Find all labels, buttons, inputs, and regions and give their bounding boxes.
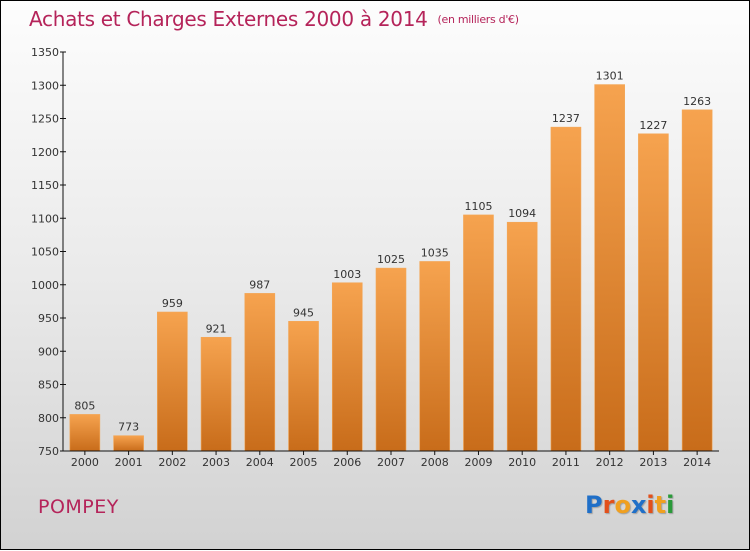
y-tick-label: 750 (38, 445, 59, 458)
logo-letter: o (614, 491, 631, 519)
value-label-2011: 1237 (552, 112, 580, 125)
logo-letter: i (646, 491, 655, 519)
value-label-2004: 987 (249, 278, 270, 291)
value-label-2001: 773 (118, 421, 139, 434)
value-label-2002: 959 (162, 297, 183, 310)
x-tick-label-2009: 2009 (464, 456, 492, 469)
x-tick-label-2005: 2005 (290, 456, 318, 469)
x-tick-label-2000: 2000 (71, 456, 99, 469)
x-tick-label-2010: 2010 (508, 456, 536, 469)
bar-2006 (331, 282, 363, 452)
value-label-2005: 945 (293, 306, 314, 319)
x-tick-label-2013: 2013 (639, 456, 667, 469)
axes-group: 750 800 850 900 950 1000 1050 1100 1150 1200 1250 1… (31, 46, 719, 469)
x-tick-label-2007: 2007 (377, 456, 405, 469)
bar-2001 (113, 435, 144, 452)
logo-letter: P (585, 491, 603, 519)
proxiti-logo[interactable]: Proxiti (585, 491, 674, 519)
y-tick-label: 1250 (31, 113, 59, 126)
logo-letter: x (630, 491, 647, 519)
y-tick-label: 850 (38, 379, 59, 392)
x-tick-label-2012: 2012 (596, 456, 624, 469)
bar-2007 (375, 267, 407, 452)
value-label-2010: 1094 (508, 207, 536, 220)
y-tick-label: 1000 (31, 279, 59, 292)
bar-2013 (638, 133, 669, 452)
chart-title: Achats et Charges Externes 2000 à 2014 (e… (29, 7, 519, 31)
logo-letter: t (654, 491, 667, 519)
y-tick-label: 1200 (31, 146, 59, 159)
y-tick-label: 1350 (31, 46, 59, 59)
value-label-2008: 1035 (421, 246, 449, 259)
x-tick-label-2003: 2003 (202, 456, 230, 469)
y-tick-label: 900 (38, 345, 59, 358)
bar-2008 (419, 261, 451, 452)
value-label-2006: 1003 (333, 268, 361, 281)
logo-letter: i (666, 491, 675, 519)
bar-2014 (681, 109, 713, 452)
y-tick-label: 800 (38, 412, 59, 425)
title-text: Achats et Charges Externes 2000 à 2014 (29, 7, 428, 31)
value-label-2007: 1025 (377, 253, 405, 266)
bars-group: 805 773 959 921 987 945 1003 1025 1035 1105 1094 12… (69, 70, 713, 452)
x-tick-label-2014: 2014 (683, 456, 711, 469)
x-tick-label-2006: 2006 (333, 456, 361, 469)
y-tick-label: 1050 (31, 246, 59, 259)
bar-2004 (244, 293, 276, 452)
city-name: POMPEY (38, 496, 119, 518)
logo-letter: r (602, 491, 615, 519)
y-tick-label: 950 (38, 312, 59, 325)
value-label-2014: 1263 (683, 95, 711, 108)
bar-2005 (288, 321, 319, 452)
value-label-2009: 1105 (464, 200, 492, 213)
bar-2011 (550, 126, 582, 452)
value-label-2013: 1227 (639, 119, 667, 132)
y-tick-label: 1300 (31, 79, 59, 92)
x-tick-label-2011: 2011 (552, 456, 580, 469)
x-tick-label-2002: 2002 (158, 456, 186, 469)
unit-label: (en milliers d'€) (437, 13, 519, 26)
x-tick-label-2008: 2008 (421, 456, 449, 469)
bar-2003 (200, 336, 232, 452)
value-label-2003: 921 (206, 322, 227, 335)
value-label-2012: 1301 (596, 70, 624, 83)
bar-2012 (594, 84, 625, 452)
bar-2000 (69, 414, 101, 452)
x-tick-label-2004: 2004 (246, 456, 274, 469)
x-tick-label-2001: 2001 (115, 456, 143, 469)
y-tick-label: 1150 (31, 179, 59, 192)
y-tick-label: 1100 (31, 212, 59, 225)
bar-2009 (463, 214, 494, 452)
bar-2002 (157, 311, 188, 452)
bar-2010 (506, 221, 538, 452)
value-label-2000: 805 (74, 399, 95, 412)
